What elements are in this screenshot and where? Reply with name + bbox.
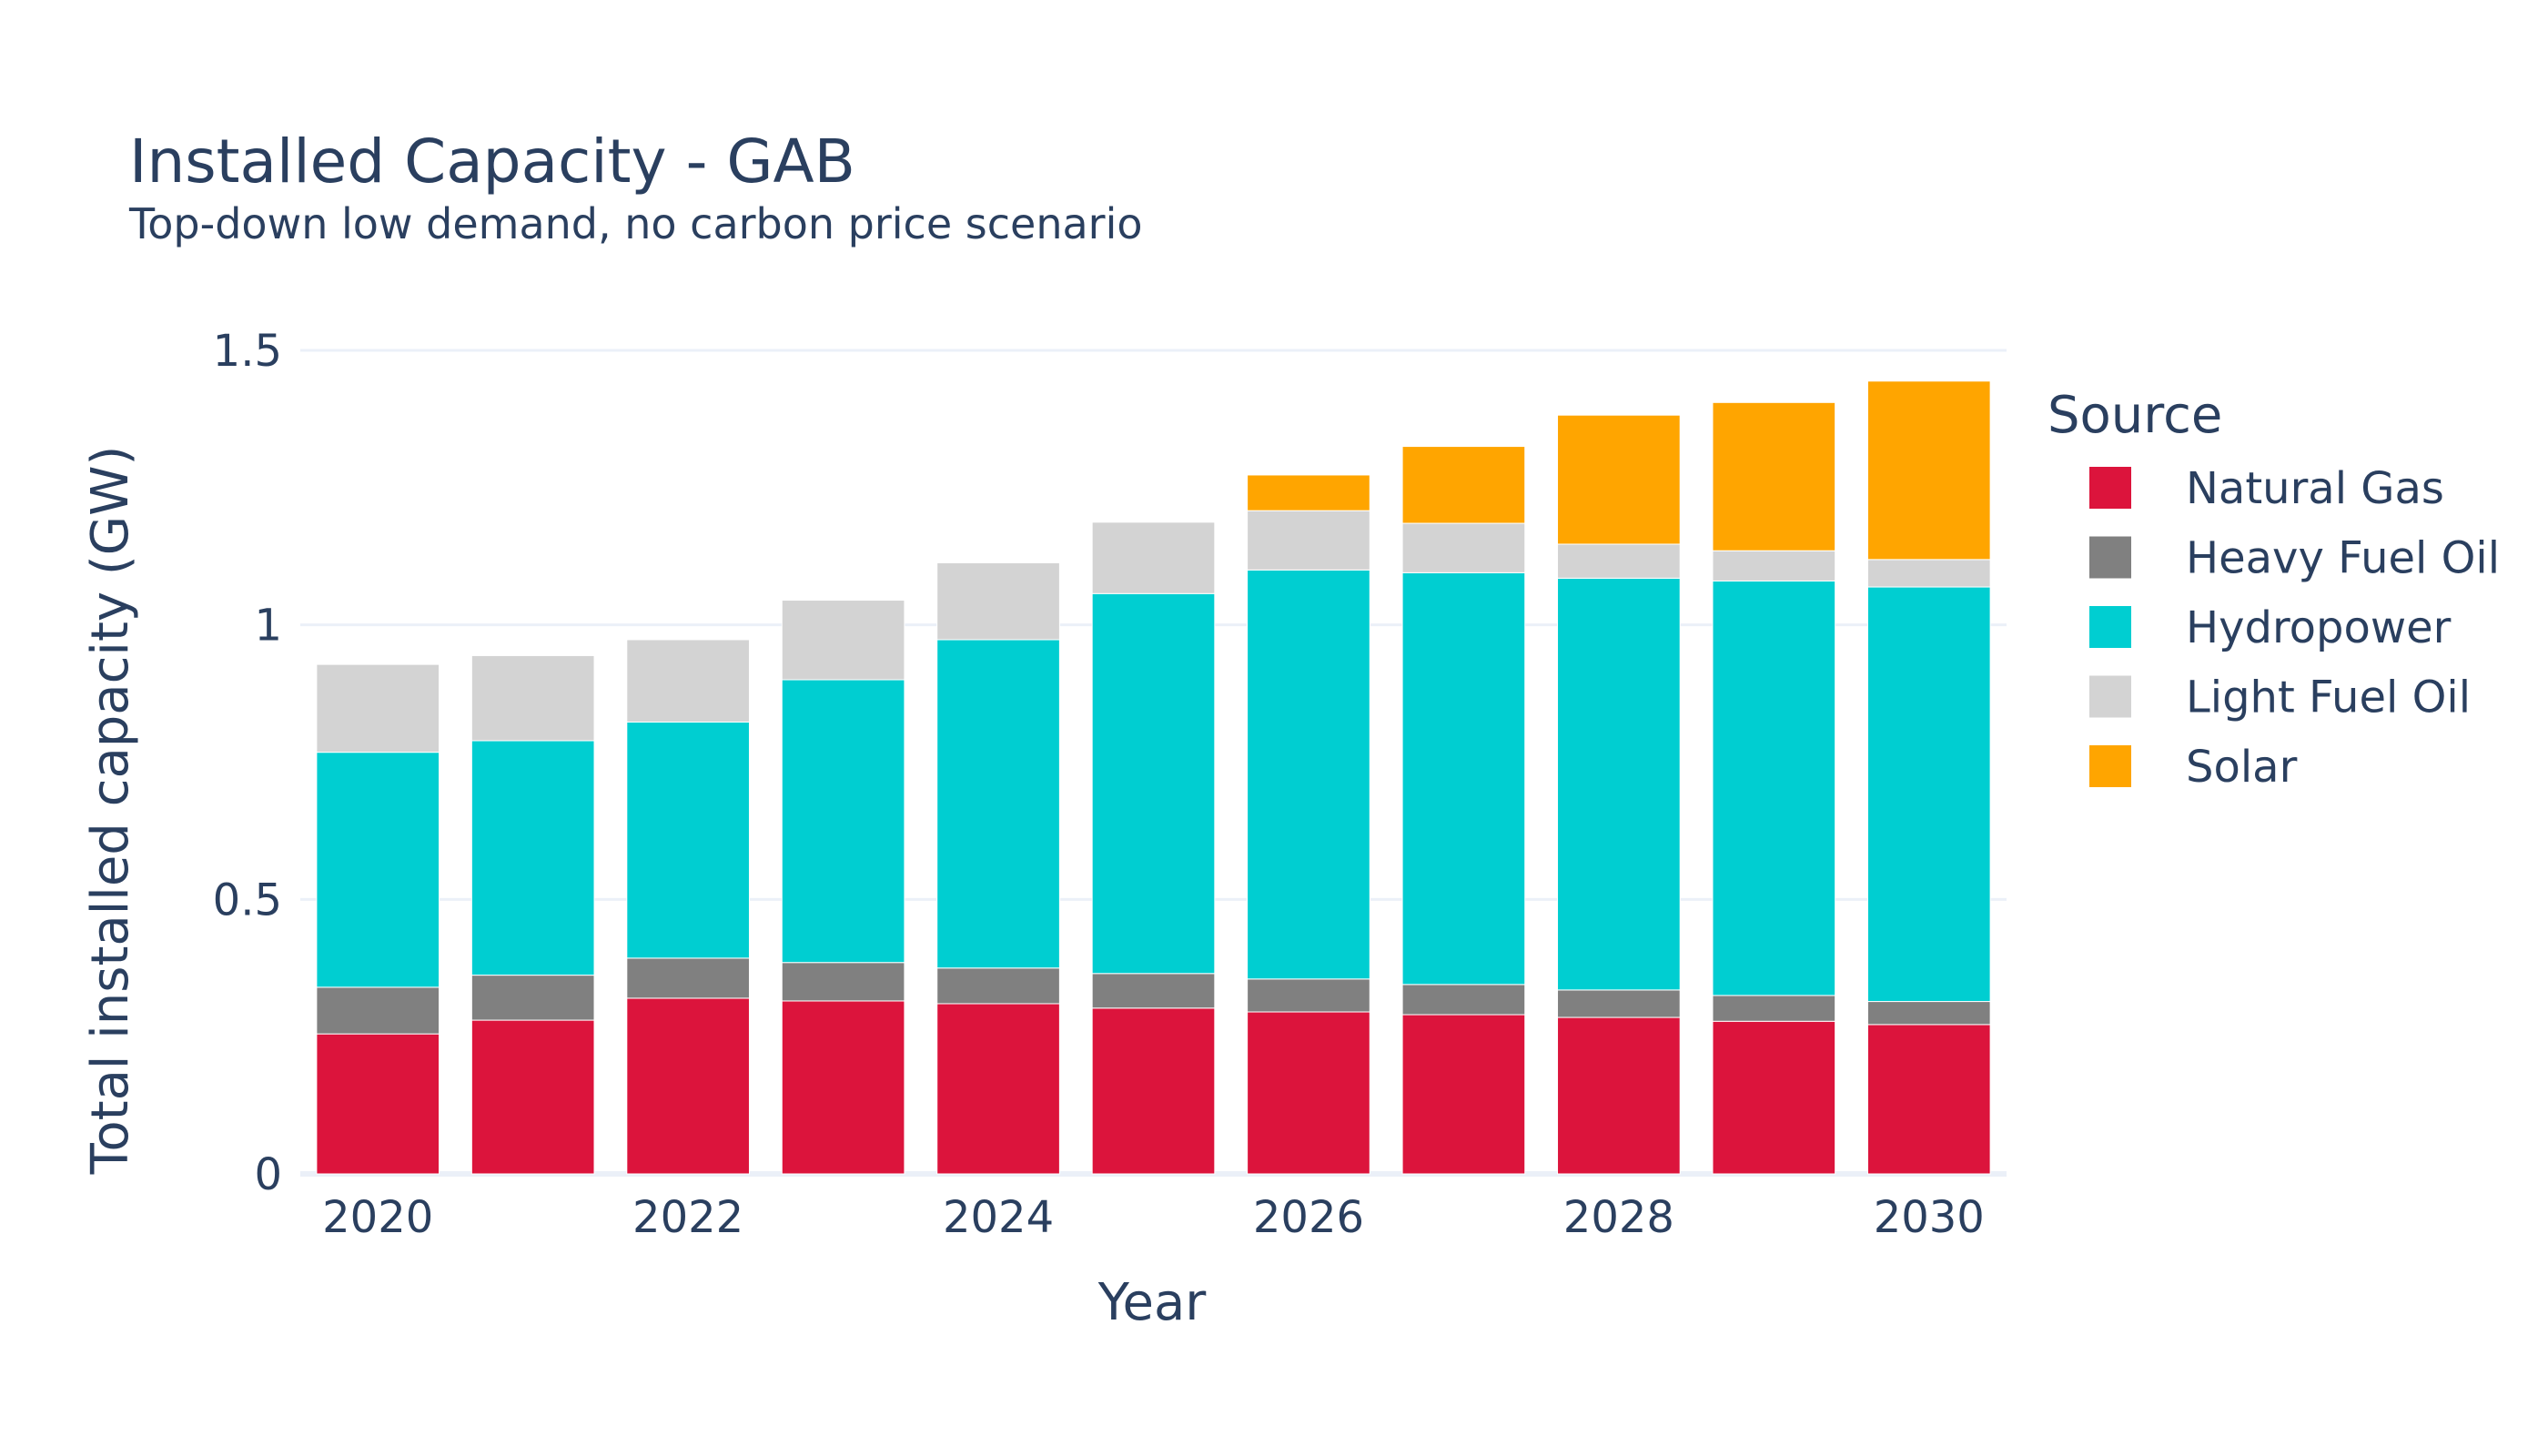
chart-title: Installed Capacity - GAB [129, 126, 855, 197]
bar-light-fuel-oil-2022 [626, 639, 750, 723]
bar-heavy-fuel-oil-2024 [936, 967, 1060, 1005]
legend-swatch-hydropower [2089, 606, 2131, 648]
legend-swatch-solar [2089, 745, 2131, 787]
bar-natural-gas-2030 [1866, 1024, 1991, 1175]
bar-solar-2029 [1712, 401, 1836, 551]
bar-natural-gas-2023 [781, 1000, 905, 1175]
bar-hydropower-2021 [470, 740, 595, 976]
bar-hydropower-2028 [1557, 577, 1681, 991]
x-axis-title: Year [1097, 1273, 1208, 1332]
bar-light-fuel-oil-2024 [936, 561, 1060, 641]
bar-light-fuel-oil-2030 [1866, 559, 1991, 588]
legend-label: Light Fuel Oil [2186, 672, 2471, 723]
legend-label: Natural Gas [2186, 463, 2444, 514]
bar-hydropower-2025 [1091, 592, 1216, 975]
bar-light-fuel-oil-2020 [316, 663, 440, 753]
bar-hydropower-2026 [1247, 569, 1370, 980]
bar-hydropower-2022 [626, 721, 750, 959]
bar-hydropower-2023 [781, 679, 905, 964]
bar-light-fuel-oil-2028 [1557, 543, 1681, 579]
legend-swatch-light-fuel-oil [2089, 675, 2131, 718]
bar-natural-gas-2027 [1401, 1014, 1526, 1175]
x-tick-label: 2030 [1874, 1192, 1985, 1243]
legend-label: Heavy Fuel Oil [2186, 533, 2500, 584]
chart-subtitle: Top-down low demand, no carbon price sce… [128, 199, 1143, 248]
bar-heavy-fuel-oil-2028 [1557, 989, 1681, 1018]
bar-heavy-fuel-oil-2026 [1247, 978, 1370, 1013]
x-tick-label: 2028 [1563, 1192, 1674, 1243]
bar-natural-gas-2028 [1557, 1016, 1681, 1175]
legend-swatch-natural-gas [2089, 467, 2131, 509]
bar-natural-gas-2022 [626, 997, 750, 1175]
bar-natural-gas-2029 [1712, 1020, 1836, 1175]
bar-light-fuel-oil-2029 [1712, 550, 1836, 581]
legend-title: Source [2048, 386, 2222, 445]
bar-light-fuel-oil-2023 [781, 600, 905, 681]
legend-swatch-heavy-fuel-oil [2089, 536, 2131, 579]
bar-natural-gas-2026 [1247, 1011, 1370, 1175]
bar-light-fuel-oil-2021 [470, 654, 595, 742]
x-tick-label: 2020 [322, 1192, 433, 1243]
y-axis-ticks: 0 0.5 1 1.5 [213, 326, 282, 1200]
bar-solar-2028 [1557, 414, 1681, 545]
y-tick-label: 1 [254, 601, 282, 652]
bar-heavy-fuel-oil-2029 [1712, 995, 1836, 1022]
legend: Source Natural Gas Heavy Fuel Oil Hydropow… [2048, 386, 2500, 793]
bar-hydropower-2029 [1712, 580, 1836, 996]
legend-label: Hydropower [2186, 602, 2452, 653]
bar-solar-2027 [1401, 446, 1526, 524]
bar-heavy-fuel-oil-2027 [1401, 984, 1526, 1016]
bar-solar-2030 [1866, 380, 1991, 561]
y-tick-label: 0.5 [213, 875, 282, 925]
x-axis-ticks: 2020 2022 2024 2026 2028 2030 [322, 1192, 1985, 1243]
bar-natural-gas-2021 [470, 1019, 595, 1175]
y-tick-label: 0 [254, 1149, 282, 1200]
bar-hydropower-2027 [1401, 571, 1526, 986]
bar-heavy-fuel-oil-2020 [316, 986, 440, 1035]
bar-hydropower-2030 [1866, 586, 1991, 1003]
bar-heavy-fuel-oil-2021 [470, 975, 595, 1021]
bar-solar-2026 [1247, 474, 1370, 511]
bar-hydropower-2020 [316, 752, 440, 988]
y-axis-title: Total installed capacity (GW) [81, 446, 140, 1176]
bar-natural-gas-2024 [936, 1003, 1060, 1175]
bar-light-fuel-oil-2025 [1091, 521, 1216, 594]
bar-heavy-fuel-oil-2023 [781, 962, 905, 1002]
bar-light-fuel-oil-2026 [1247, 510, 1370, 571]
x-tick-label: 2022 [632, 1192, 743, 1243]
y-tick-label: 1.5 [213, 326, 282, 377]
bar-natural-gas-2020 [316, 1033, 440, 1175]
x-tick-label: 2024 [943, 1192, 1054, 1243]
legend-label: Solar [2186, 742, 2298, 793]
x-tick-label: 2026 [1253, 1192, 1364, 1243]
bar-hydropower-2024 [936, 639, 1060, 969]
bar-heavy-fuel-oil-2030 [1866, 1001, 1991, 1026]
bar-stack-group [316, 380, 1991, 1175]
bar-natural-gas-2025 [1091, 1007, 1216, 1175]
bar-heavy-fuel-oil-2022 [626, 957, 750, 999]
bar-heavy-fuel-oil-2025 [1091, 973, 1216, 1009]
bar-light-fuel-oil-2027 [1401, 522, 1526, 573]
